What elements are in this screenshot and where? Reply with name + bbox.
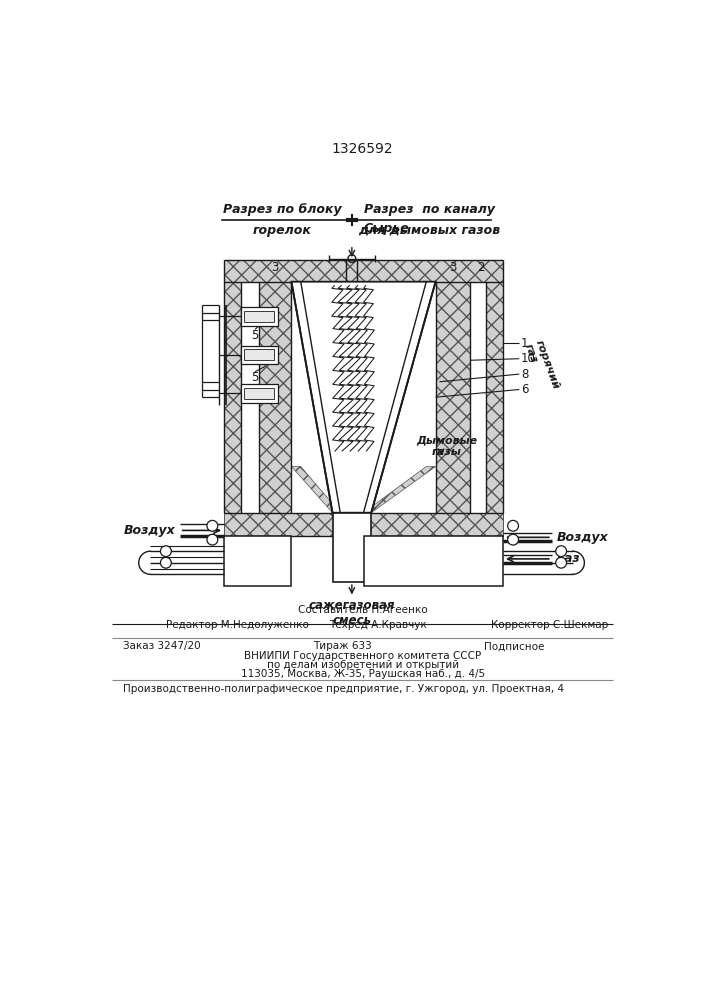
Text: Тираж 633: Тираж 633 [313, 641, 372, 651]
Text: сажегазовая
смесь: сажегазовая смесь [309, 599, 395, 627]
Bar [244, 311, 274, 322]
Text: Дымовые
газы: Дымовые газы [416, 436, 477, 457]
Text: 2: 2 [477, 261, 484, 274]
Text: 8: 8 [521, 368, 528, 381]
Text: Техред А.Кравчук: Техред А.Кравчук [329, 620, 426, 631]
Bar [244, 349, 274, 360]
Bar [224, 282, 241, 513]
Text: Редактор М.Недолуженко: Редактор М.Недолуженко [166, 620, 309, 631]
Bar [244, 388, 274, 399]
Text: 1326592: 1326592 [332, 142, 394, 156]
Circle shape [207, 520, 218, 531]
Text: 5: 5 [251, 371, 259, 384]
Text: горячий
газ: горячий газ [522, 338, 561, 394]
Text: горелок: горелок [252, 224, 312, 237]
Bar [241, 384, 279, 403]
Text: 113035, Москва, Ж-35, Раушская наб., д. 4/5: 113035, Москва, Ж-35, Раушская наб., д. … [240, 669, 485, 679]
Text: 5: 5 [251, 329, 259, 342]
Bar [436, 282, 470, 513]
Circle shape [160, 557, 171, 568]
Text: ВНИИПИ Государственного комитета СССР: ВНИИПИ Государственного комитета СССР [244, 651, 481, 661]
Text: 3: 3 [271, 261, 279, 274]
Text: Подписное: Подписное [484, 641, 544, 651]
Text: Воздух: Воздух [556, 531, 608, 544]
Bar [241, 346, 279, 364]
Text: 7: 7 [412, 568, 420, 581]
Text: Разрез  по каналу: Разрез по каналу [364, 203, 495, 216]
Text: 6: 6 [521, 383, 528, 396]
Polygon shape [291, 466, 340, 513]
Text: 4: 4 [373, 568, 381, 581]
Text: Воздух: Воздух [124, 524, 175, 537]
Text: для дымовых газов: для дымовых газов [358, 224, 501, 237]
Text: 3: 3 [449, 261, 456, 274]
Text: по делам изобретений и открытий: по делам изобретений и открытий [267, 660, 459, 670]
Bar [224, 536, 291, 586]
Bar [259, 282, 291, 513]
Polygon shape [363, 466, 436, 513]
Circle shape [207, 534, 218, 545]
Circle shape [508, 534, 518, 545]
Text: 1: 1 [521, 337, 528, 350]
Circle shape [556, 557, 566, 568]
Bar [486, 282, 503, 513]
Polygon shape [291, 282, 436, 513]
Text: Составитель Н.Агеенко: Составитель Н.Агеенко [298, 605, 428, 615]
Text: Газ: Газ [556, 552, 580, 565]
Bar [332, 513, 371, 582]
Text: Производственно-полиграфическое предприятие, г. Ужгород, ул. Проектная, 4: Производственно-полиграфическое предприя… [123, 684, 564, 694]
Text: Сырье: Сырье [363, 222, 409, 235]
Text: Разрез по блоку: Разрез по блоку [223, 203, 341, 216]
Circle shape [556, 546, 566, 557]
Text: 9: 9 [436, 568, 443, 581]
Text: Заказ 3247/20: Заказ 3247/20 [123, 641, 201, 651]
Text: 10: 10 [521, 352, 536, 365]
Circle shape [508, 520, 518, 531]
Text: Корректор С.Шекмар: Корректор С.Шекмар [491, 620, 609, 631]
Bar [224, 260, 503, 282]
Bar [224, 513, 503, 536]
Circle shape [160, 546, 171, 557]
Bar [363, 536, 503, 586]
Bar [241, 307, 279, 326]
